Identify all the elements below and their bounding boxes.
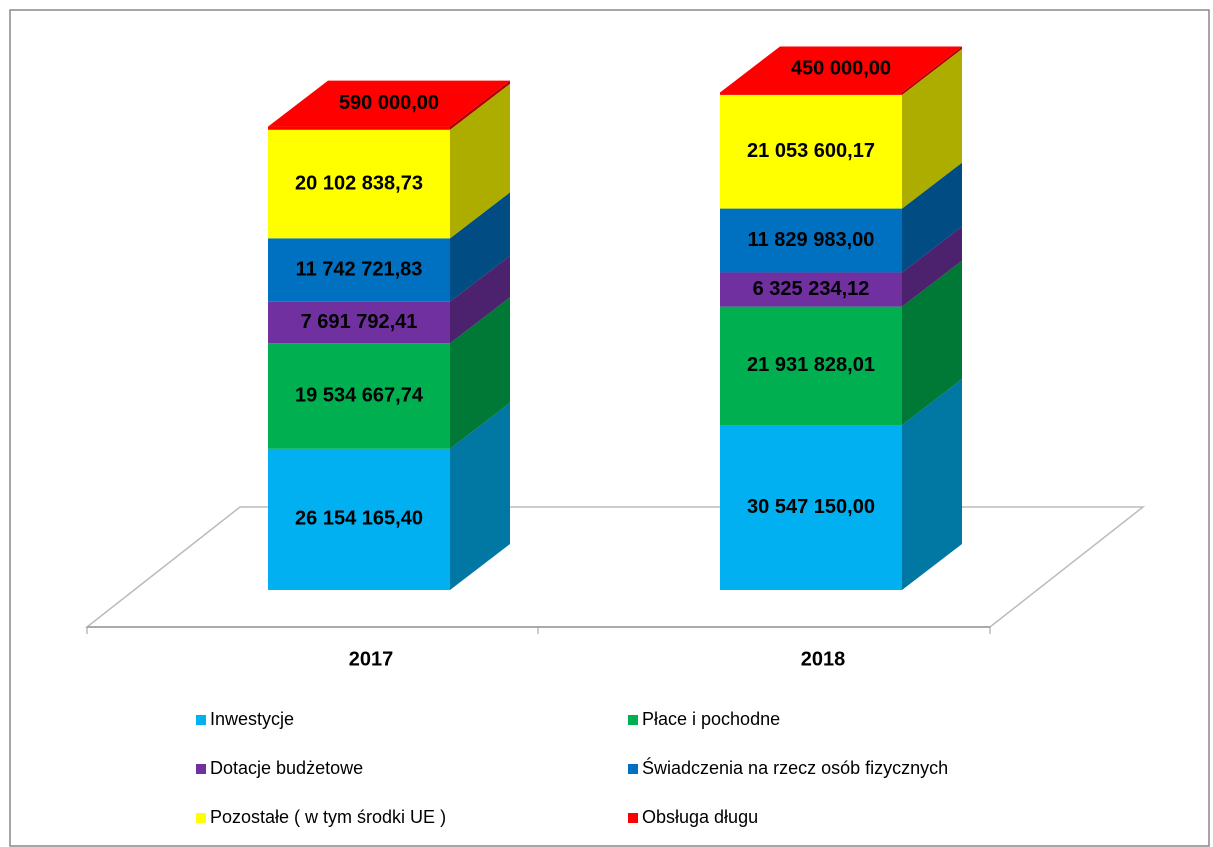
bar-side (902, 48, 962, 209)
bar-side (450, 192, 510, 302)
bar-side (902, 226, 962, 307)
x-tick-label: 2018 (801, 648, 846, 670)
bar-segment (720, 306, 902, 426)
bar-segment (720, 92, 902, 95)
data-label: 7 691 792,41 (301, 311, 418, 333)
bar-segment (268, 238, 450, 302)
data-label: 19 534 667,74 (295, 384, 424, 406)
bar-segment (268, 343, 450, 449)
floor (84, 506, 1146, 628)
bar-side (450, 255, 510, 344)
legend-swatch (628, 813, 638, 823)
bar-side (450, 83, 510, 239)
legend-label: Inwestycje (210, 709, 294, 729)
data-label: 21 931 828,01 (747, 354, 875, 376)
legend-label: Świadczenia na rzecz osób fizycznych (642, 757, 948, 778)
legend-swatch (196, 813, 206, 823)
legend-label: Dotacje budżetowe (210, 758, 363, 778)
bar-side (450, 297, 510, 449)
bar-segment (720, 208, 902, 273)
bar-top (268, 80, 510, 127)
data-label: 6 325 234,12 (753, 278, 870, 300)
bar-segment (720, 272, 902, 307)
bar-side (902, 379, 962, 590)
bar-segment (268, 126, 450, 130)
bar-segment (268, 301, 450, 344)
data-label: 450 000,00 (791, 58, 891, 80)
bar-side (450, 402, 510, 590)
bar-segment (268, 129, 450, 239)
legend-swatch (628, 715, 638, 725)
x-tick-label: 2017 (349, 648, 394, 670)
data-label: 30 547 150,00 (747, 496, 875, 518)
legend-label: Obsługa długu (642, 807, 758, 827)
bar-segment (268, 448, 450, 590)
bar-side (902, 162, 962, 273)
bar-side (902, 260, 962, 426)
bar-side (450, 80, 510, 130)
legend-label: Pozostałe ( w tym środki UE ) (210, 807, 446, 827)
data-label: 20 102 838,73 (295, 172, 423, 194)
bar-side (902, 46, 962, 95)
data-label: 590 000,00 (339, 92, 439, 114)
bar-top (720, 46, 962, 93)
chart-border (9, 9, 1210, 847)
legend-swatch (628, 764, 638, 774)
data-label: 11 829 983,00 (748, 229, 875, 251)
legend-swatch (196, 715, 206, 725)
data-label: 26 154 165,40 (295, 508, 423, 530)
legend-swatch (196, 764, 206, 774)
data-label: 11 742 721,83 (296, 258, 423, 280)
bar-segment (720, 425, 902, 590)
bar-segment (720, 94, 902, 209)
data-label: 21 053 600,17 (747, 140, 875, 162)
legend-label: Płace i pochodne (642, 709, 780, 729)
